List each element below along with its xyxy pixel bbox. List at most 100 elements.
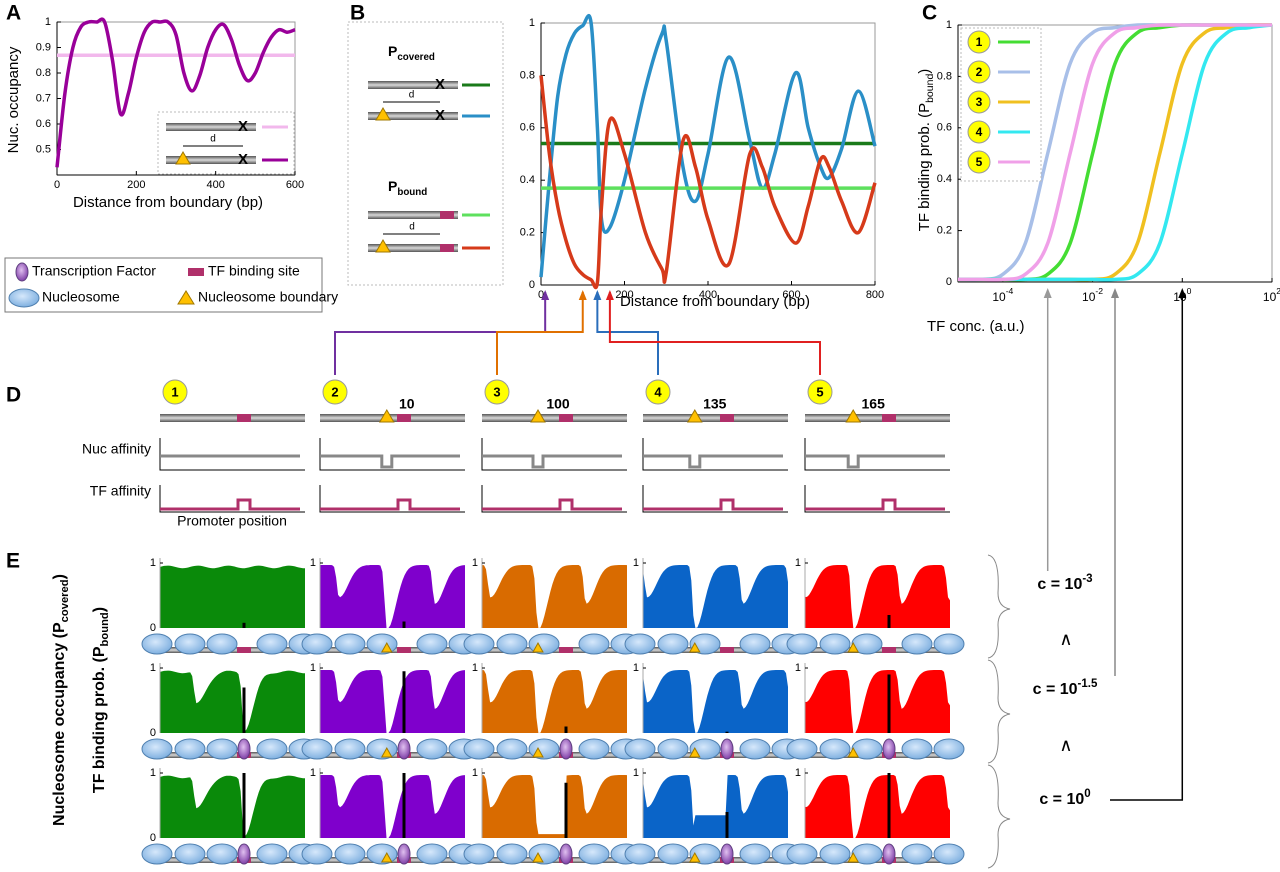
y-axis-label: Nucleosome occupancy (Pcovered) xyxy=(51,574,71,826)
nucleosome xyxy=(851,633,883,655)
y-axis-label-part: covered xyxy=(59,579,71,622)
x-tick-label: 400 xyxy=(206,179,224,191)
tf xyxy=(397,738,411,760)
distance-value: 100 xyxy=(546,396,570,412)
binding-site xyxy=(237,647,251,653)
arrow-head xyxy=(1178,288,1187,298)
nucleosome xyxy=(578,843,610,865)
nucleosome xyxy=(819,843,851,865)
binding-site xyxy=(440,244,454,252)
tf-bar xyxy=(725,731,729,733)
y-axis-label-part: ) xyxy=(51,574,68,579)
axes xyxy=(481,438,627,471)
occupancy-area xyxy=(643,565,788,628)
nucleosome xyxy=(739,843,771,865)
y-tick-label: 0.9 xyxy=(36,41,51,53)
icon-site xyxy=(188,268,204,276)
x-axis-label: Distance from boundary (bp) xyxy=(73,194,263,211)
x-tick-label-part: -2 xyxy=(1095,286,1103,296)
y-tick-label: 0 xyxy=(150,832,156,844)
nucleosome xyxy=(578,633,610,655)
nucleosome xyxy=(786,738,818,760)
dna xyxy=(368,112,458,120)
y-axis-label-part: ) xyxy=(916,69,933,74)
dna xyxy=(160,414,305,422)
nucleosome xyxy=(657,843,689,865)
connector xyxy=(496,292,584,375)
nucleosome xyxy=(933,633,965,655)
tf xyxy=(882,843,896,865)
nucleosome xyxy=(578,738,610,760)
nucleosome xyxy=(819,738,851,760)
connector xyxy=(596,292,659,375)
x-tick-label-part: 2 xyxy=(1276,286,1280,296)
legend-group-label-part: P xyxy=(388,43,397,59)
y-tick-label: 0.8 xyxy=(937,70,952,82)
column-number: 5 xyxy=(816,384,823,399)
x-tick-label: 400 xyxy=(699,289,717,301)
legend-group-label-part: P xyxy=(388,178,397,194)
nucleosome xyxy=(819,633,851,655)
occupancy-area xyxy=(482,775,627,838)
dna xyxy=(643,414,788,422)
row-label: Nuc affinity xyxy=(82,441,151,457)
x-tick-label: 800 xyxy=(866,289,884,301)
y-tick-label: 1 xyxy=(150,557,156,569)
y-axis-label-part: bound xyxy=(99,612,111,646)
dna xyxy=(166,156,256,164)
y-tick-label: 1 xyxy=(529,17,535,29)
column-badge xyxy=(162,379,188,405)
y-tick-label: 0.2 xyxy=(937,225,952,237)
nucleosome xyxy=(206,633,238,655)
nucleosome xyxy=(463,633,495,655)
column-badge xyxy=(484,379,510,405)
nucleosome xyxy=(301,738,333,760)
series-line xyxy=(958,23,1272,282)
nucleosome xyxy=(851,843,883,865)
boundary xyxy=(688,746,701,758)
series-line xyxy=(539,14,877,278)
tf-bar xyxy=(887,615,891,628)
occupancy-area xyxy=(482,670,627,733)
y-tick-label: 0.2 xyxy=(520,227,535,239)
tf xyxy=(559,738,573,760)
tf-affinity xyxy=(805,498,945,511)
dna xyxy=(805,414,950,422)
legend-group-label: Pcovered xyxy=(388,43,435,63)
occupancy-area xyxy=(643,670,788,733)
arrow-head xyxy=(1043,288,1052,298)
dna xyxy=(166,123,256,131)
tf-bar xyxy=(564,726,568,733)
column-badge xyxy=(645,379,671,405)
concentration-label: c = 10-3 xyxy=(1037,573,1092,593)
x-tick-label: 200 xyxy=(127,179,145,191)
nucleosome xyxy=(141,633,173,655)
axes xyxy=(642,438,788,471)
binding-site xyxy=(237,414,251,422)
tf-affinity xyxy=(320,498,460,511)
nucleosome xyxy=(496,633,528,655)
y-tick-label: 0.6 xyxy=(36,118,51,130)
axes xyxy=(319,438,465,471)
x-axis-label: TF conc. (a.u.) xyxy=(927,318,1025,335)
nucleosome xyxy=(206,843,238,865)
order-symbol: ∧ xyxy=(1059,735,1072,755)
legend-label: TF binding site xyxy=(208,263,300,279)
nucleosome xyxy=(174,738,206,760)
concentration-label-part: 0 xyxy=(1084,788,1090,800)
tf-bar xyxy=(402,671,406,733)
connector xyxy=(608,292,821,375)
icon-nucleosome xyxy=(8,288,40,308)
boundary xyxy=(375,107,391,121)
nucleosome xyxy=(206,738,238,760)
nucleosome xyxy=(141,843,173,865)
legend-label: 3 xyxy=(976,95,983,109)
nucleosome xyxy=(301,843,333,865)
boundary xyxy=(845,409,862,423)
nucleosome xyxy=(901,738,933,760)
x-tick-label: 10-2 xyxy=(1082,286,1103,304)
nucleosome xyxy=(416,633,448,655)
y-axis-label-part: TF binding prob. (P xyxy=(916,103,933,231)
boundary xyxy=(380,746,393,758)
connector xyxy=(334,292,547,375)
